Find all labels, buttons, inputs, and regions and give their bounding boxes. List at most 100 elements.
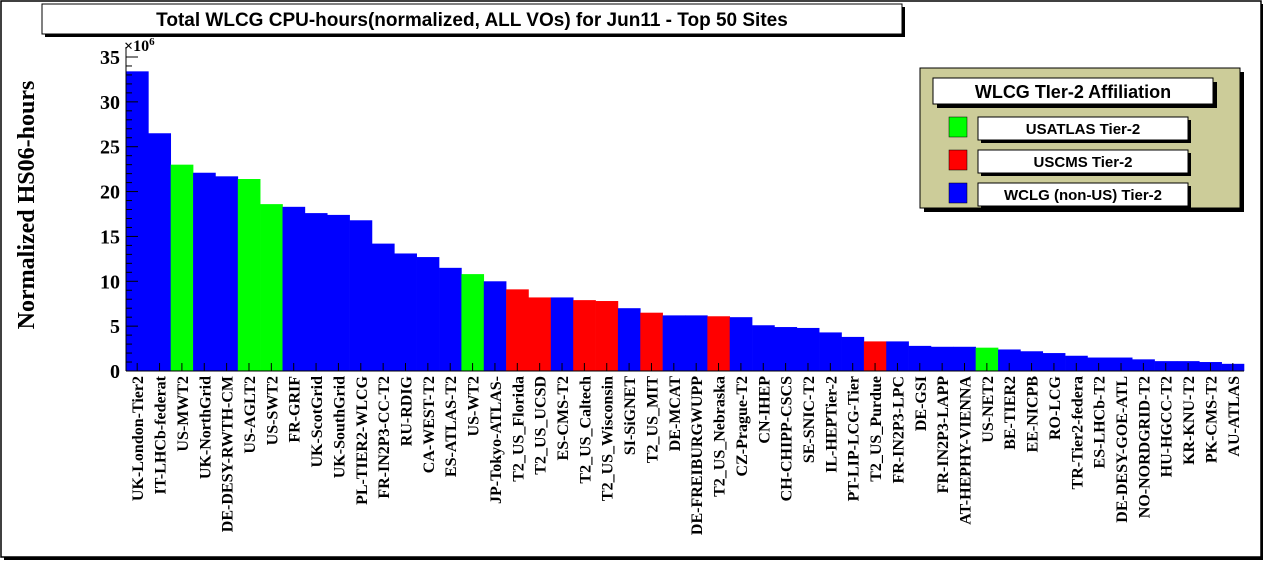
bar-7 [282,206,306,371]
bar-40 [1020,351,1044,371]
x-tick-label-19: ES-CMS-T2 [555,376,572,460]
bar-29 [774,327,798,371]
y-tick-label-30: 30 [100,92,120,114]
bar-38 [975,347,999,371]
bar-39 [998,349,1021,371]
x-tick-label-11: FR-IN2P3-CC-T2 [376,376,393,499]
legend-swatch-uscms [948,149,968,171]
x-tick-label-20: T2_US_Caltech [577,376,594,484]
bar-16 [483,281,507,371]
y-exponent-base: ×10 [124,38,149,55]
legend-title-box [932,77,1214,105]
bar-10 [349,220,373,371]
bar-9 [327,214,350,371]
bar-6 [260,204,283,371]
title-box [41,3,903,35]
x-tick-label-7: FR-GRIF [287,376,304,443]
x-tick-label-29: CH-CHIPP-CSCS [779,376,796,501]
bar-27 [729,317,753,371]
bar-14 [439,267,462,371]
bar-11 [371,243,395,371]
x-tick-label-21: T2_US_Wisconsin [600,376,617,501]
x-tick-label-1: IT-LHCb-federat [153,375,170,494]
x-tick-label-15: US-WT2 [466,376,483,436]
x-tick-label-16: JP-Tokyo-ATLAS- [488,376,505,504]
x-tick-label-37: AT-HEPHY-VIENNA [958,376,975,525]
bar-25 [685,315,708,371]
legend-swatch-wlcg [948,182,968,204]
y-exponent-power: 6 [149,36,155,48]
x-tick-label-28: CN-IHEP [756,376,773,444]
bar-5 [237,179,261,371]
bar-33 [863,341,887,371]
x-tick-label-23: T2_US_MIT [644,376,661,463]
bar-32 [841,336,865,371]
legend-label-wlcg: WCLG (non-US) Tier-2 [1004,187,1162,204]
y-tick-label-0: 0 [110,361,120,383]
bar-13 [416,257,440,371]
bar-3 [193,172,216,371]
y-tick-label-35: 35 [100,47,120,69]
x-tick-label-49: AU-ATLAS [1226,376,1243,457]
bar-2 [170,164,194,371]
x-tick-label-3: UK-NorthGrid [197,376,214,479]
x-tick-label-36: FR-IN2P3-LAPP [935,376,952,494]
y-axis: 0 5 10 15 20 25 30 35 [100,47,138,383]
bar-1 [148,133,172,371]
x-tick-label-22: SI-SiGNET [622,376,639,455]
x-tick-label-13: CA-WEST-T2 [421,376,438,473]
bar-20 [573,300,596,371]
x-tick-label-27: CZ-Prague-T2 [734,376,751,476]
legend-label-box-uscms [977,149,1189,174]
x-tick-label-38: US-NET2 [980,376,997,443]
bar-30 [796,327,820,371]
y-tick-label-20: 20 [100,182,120,204]
x-tick-label-25: DE-FREIBURGWUPP [689,376,706,535]
x-tick-label-14: ES-ATLAS-T2 [443,376,460,477]
bar-36 [930,346,954,371]
legend-label-box-wlcg [977,182,1189,207]
chart-title: Total WLCG CPU-hours(normalized, ALL VOs… [156,10,788,31]
legend-label-box-usatlas [977,116,1189,141]
y-axis-label: Normalized HS06-hours [14,81,40,330]
y-tick-label-15: 15 [100,226,120,248]
bar-34 [886,341,909,371]
x-tick-label-26: T2_US_Nebraska [712,376,729,497]
y-tick-label-5: 5 [110,316,120,338]
x-tick-label-43: ES-LHCb-T2 [1092,376,1109,468]
x-tick-label-35: DE-GSI [913,376,930,431]
bar-8 [304,213,328,371]
legend-label-usatlas: USATLAS Tier-2 [1026,121,1140,138]
bar-37 [953,346,976,371]
x-tick-label-48: PK-CMS-T2 [1203,376,1220,463]
x-tick-label-6: US-SWT2 [264,376,281,445]
bar-35 [908,345,932,371]
x-tick-label-39: BE-TIER2 [1002,376,1019,450]
y-exponent: ×106 [124,36,155,55]
legend: WLCG TIer-2 Affiliation USATLAS Tier-2US… [919,67,1244,212]
x-tick-label-4: DE-DESY-RWTH-CM [220,376,237,532]
x-tick-label-46: HU-HGCC-T2 [1159,376,1176,477]
bar-21 [595,301,619,371]
y-tick-label-10: 10 [100,271,120,293]
x-tick-label-31: IL-HEPTier-2 [823,376,840,473]
legend-label-uscms: USCMS Tier-2 [1034,154,1133,171]
bar-17 [506,289,529,371]
bar-19 [550,297,574,371]
bar-41 [1042,353,1066,371]
x-tick-label-47: KR-KNU-T2 [1181,376,1198,465]
bar-24 [662,315,686,371]
bars-group [126,71,1245,371]
x-tick-label-45: NO-NORDGRID-T2 [1136,376,1153,518]
x-tick-label-44: DE-DESY-GOE-ATL [1114,376,1131,523]
x-tick-label-24: DE-MCAT [667,376,684,452]
x-tick-label-2: US-MWT2 [175,376,192,452]
bar-18 [528,297,552,371]
bar-23 [640,312,663,371]
x-tick-label-9: UK-SouthGrid [331,376,348,478]
bar-26 [707,316,731,371]
x-tick-label-33: T2_US_Purdue [868,376,885,482]
y-tick-label-25: 25 [100,137,120,159]
